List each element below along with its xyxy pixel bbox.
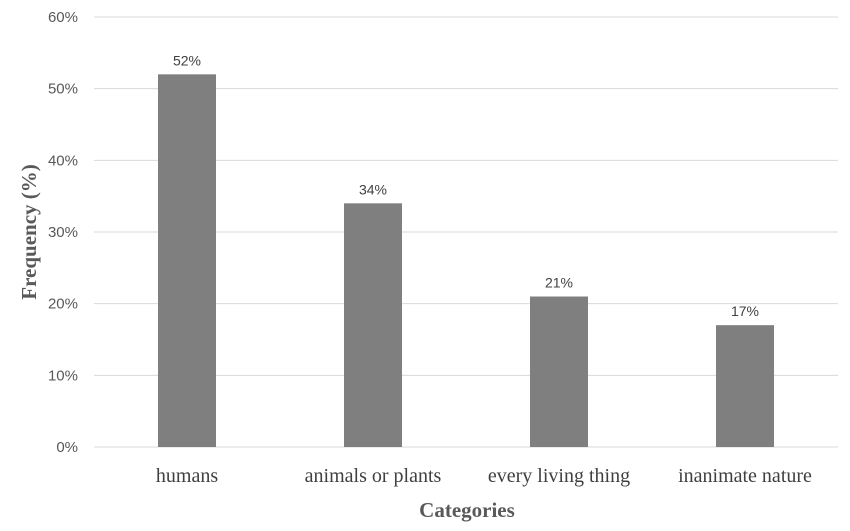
data-label: 52% <box>173 52 201 68</box>
y-tick-label: 50% <box>48 81 78 98</box>
y-tick-label: 30% <box>48 224 78 241</box>
bar-humans <box>158 74 216 447</box>
x-axis-title: Categories <box>419 498 515 522</box>
bar-animals-or-plants <box>344 203 402 447</box>
y-tick-label: 20% <box>48 296 78 313</box>
x-tick-label: humans <box>156 465 218 487</box>
x-tick-label: every living thing <box>488 465 630 487</box>
data-label: 34% <box>359 181 387 197</box>
y-axis-ticks: 0% 10% 20% 30% 40% 50% 60% <box>48 9 78 456</box>
x-tick-label: inanimate nature <box>678 465 812 487</box>
x-tick-label: animals or plants <box>305 465 442 487</box>
bar-every-living-thing <box>530 296 588 447</box>
x-axis-categories: humans animals or plants every living thin… <box>156 465 812 487</box>
bars <box>158 74 774 447</box>
y-tick-label: 40% <box>48 152 78 169</box>
data-label: 21% <box>545 275 573 291</box>
y-tick-label: 60% <box>48 9 78 26</box>
y-tick-label: 10% <box>48 367 78 384</box>
data-labels: 52% 34% 21% 17% <box>173 52 759 319</box>
data-label: 17% <box>731 303 759 319</box>
y-axis-title: Frequency (%) <box>17 164 41 300</box>
gridlines <box>94 16 838 448</box>
bar-inanimate-nature <box>716 325 774 447</box>
y-tick-label: 0% <box>56 439 78 456</box>
